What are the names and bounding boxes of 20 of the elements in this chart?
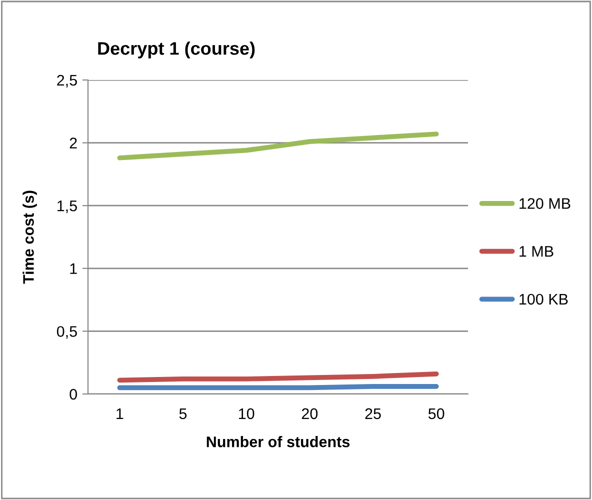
x-tick-label: 25: [365, 408, 381, 420]
x-tick-label: 50: [428, 408, 444, 420]
line-series: [117, 132, 439, 160]
y-tick-label: 2: [70, 138, 77, 148]
y-tick-label: 1: [70, 263, 77, 274]
x-tick-label: 10: [239, 408, 254, 420]
y-axis-title: Time cost (s): [22, 190, 37, 284]
y-tick-label: 0: [70, 388, 77, 400]
y-tick-label: 1,5: [58, 200, 77, 214]
legend-label: 1 MB: [520, 246, 554, 257]
x-tick-label: 5: [179, 408, 187, 420]
chart-title: Decrypt 1 (course): [98, 42, 255, 58]
x-tick-label: 1: [116, 408, 124, 419]
y-tick-label: 2,5: [57, 74, 77, 88]
x-tick-label: 20: [302, 408, 318, 420]
x-axis-title: Number of students: [206, 436, 350, 448]
legend-label: 120 MB: [520, 198, 570, 209]
y-tick-label: 0,5: [56, 326, 77, 339]
legend-label: 100 KB: [520, 294, 568, 305]
line-series: [117, 371, 439, 383]
